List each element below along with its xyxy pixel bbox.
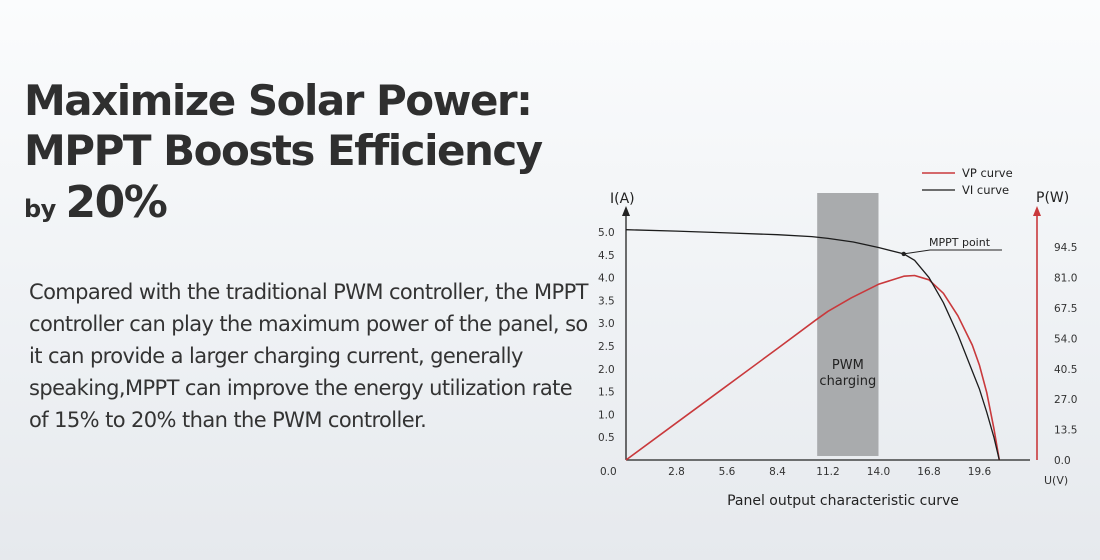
y-right-tick-label: 27.0	[1054, 394, 1077, 406]
y-left-tick-label: 2.0	[598, 364, 615, 376]
y-right-tick-label: 54.0	[1054, 333, 1077, 345]
y-axis-left-label: I(A)	[610, 191, 635, 207]
y-right-tick-label: 40.5	[1054, 364, 1077, 376]
headline-line-1: Maximize Solar Power:	[24, 76, 533, 125]
y-left-tick-label: 4.0	[598, 273, 615, 285]
chart-title: Panel output characteristic curve	[727, 493, 959, 509]
x-tick-label: 8.4	[769, 466, 786, 478]
y-left-tick-label: 4.5	[598, 250, 615, 262]
pwm-band	[817, 193, 879, 456]
y-left-tick-label: 1.0	[598, 409, 615, 421]
mppt-point-label: MPPT point	[929, 236, 991, 249]
vi-curve-line	[625, 229, 1000, 461]
y-left-tick-label: 3.5	[598, 295, 615, 307]
x-tick-label: 11.2	[816, 466, 839, 478]
legend-vi-label: VI curve	[962, 183, 1009, 197]
x-tick-label: 2.8	[668, 466, 685, 478]
y-axis-left-arrow	[622, 206, 630, 216]
y-right-tick-label: 0.0	[1054, 455, 1071, 467]
headline: Maximize Solar Power: MPPT Boosts Effici…	[24, 76, 543, 234]
pwm-band-label-line-2: charging	[819, 374, 876, 389]
x-tick-label: 16.8	[917, 466, 940, 478]
x-tick-label: 5.6	[719, 466, 736, 478]
y-right-tick-label: 94.5	[1054, 242, 1077, 254]
legend-vp-label: VP curve	[962, 166, 1013, 180]
y-left-tick-label: 5.0	[598, 227, 615, 239]
y-left-tick-label: 2.5	[598, 341, 615, 353]
x-tick-label: 0.0	[600, 466, 617, 478]
headline-line-2: MPPT Boosts Efficiency	[24, 126, 543, 175]
y-axis-right-arrow	[1033, 206, 1041, 216]
x-tick-label: 14.0	[867, 466, 890, 478]
y-right-tick-label: 67.5	[1054, 303, 1077, 315]
y-axis-right-label: P(W)	[1036, 190, 1069, 206]
y-right-tick-label: 81.0	[1054, 273, 1077, 285]
x-tick-label: 19.6	[968, 466, 992, 478]
y-left-tick-label: 0.5	[598, 432, 615, 444]
x-axis-label: U(V)	[1044, 474, 1068, 487]
y-left-tick-label: 3.0	[598, 318, 615, 330]
headline-percent: 20%	[65, 177, 167, 228]
vp-curve-line	[625, 274, 1001, 461]
y-left-tick-label: 1.5	[598, 387, 615, 399]
mppt-point-leader	[903, 249, 1002, 255]
description-text: Compared with the traditional PWM contro…	[29, 280, 589, 432]
y-right-tick-label: 13.5	[1054, 425, 1077, 437]
headline-line-3: by 20%	[24, 178, 542, 234]
headline-by-word: by	[24, 195, 56, 223]
pwm-band-label-line-1: PWM	[832, 358, 864, 373]
